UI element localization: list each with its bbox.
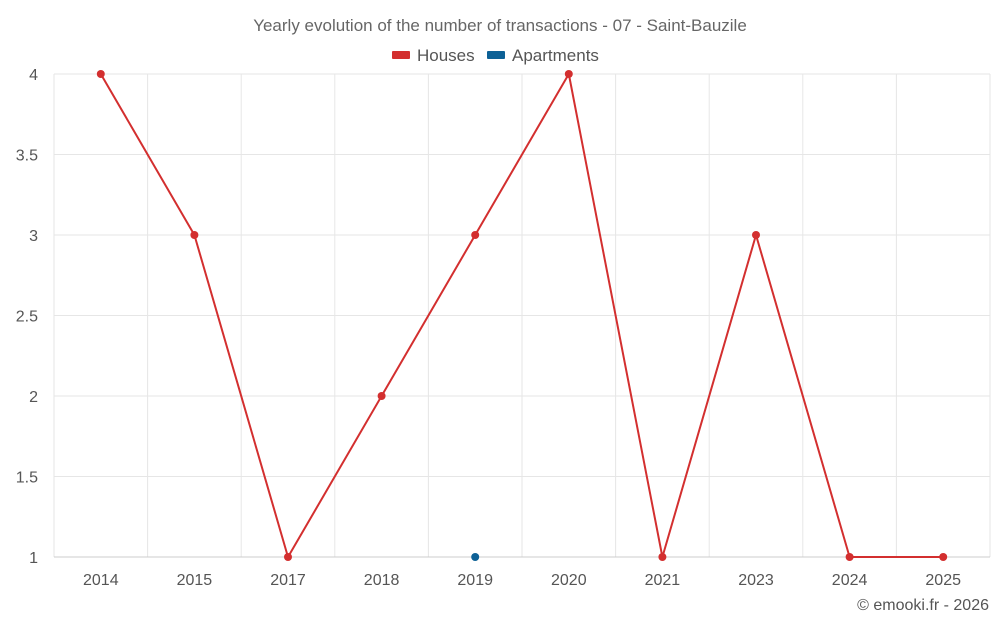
y-axis-tick-labels: 1 1.5 2 2.5 3 3.5 4 xyxy=(16,67,38,567)
x-tick-label: 2023 xyxy=(738,572,774,589)
x-tick-label: 2019 xyxy=(457,572,493,589)
legend-label-houses[interactable]: Houses xyxy=(417,46,475,65)
data-point-houses[interactable] xyxy=(658,553,667,561)
data-point-houses[interactable] xyxy=(96,70,105,78)
data-point-apartments[interactable] xyxy=(471,553,480,561)
x-tick-label: 2024 xyxy=(832,572,868,589)
x-tick-label: 2017 xyxy=(270,572,306,589)
x-tick-label: 2021 xyxy=(645,572,681,589)
data-point-houses[interactable] xyxy=(939,553,948,561)
x-tick-label: 2014 xyxy=(83,572,119,589)
series-line-houses xyxy=(99,73,944,558)
data-point-houses[interactable] xyxy=(190,231,199,239)
series-layer xyxy=(96,70,948,561)
legend-swatch-houses xyxy=(392,51,410,59)
x-tick-label: 2015 xyxy=(177,572,213,589)
series-houses xyxy=(96,70,948,561)
data-point-houses[interactable] xyxy=(471,231,480,239)
x-tick-label: 2020 xyxy=(551,572,587,589)
legend: Houses Apartments xyxy=(392,46,599,65)
chart-title: Yearly evolution of the number of transa… xyxy=(253,16,747,35)
x-tick-label: 2018 xyxy=(364,572,400,589)
data-point-houses[interactable] xyxy=(845,553,854,561)
x-axis-tick-labels: 2014 2015 2017 2018 2019 2020 2021 2023 2024 2025 xyxy=(83,572,961,589)
data-point-houses[interactable] xyxy=(564,70,573,78)
y-tick-label: 4 xyxy=(29,67,38,84)
series-apartments xyxy=(471,553,480,561)
legend-swatch-apartments xyxy=(487,51,505,59)
y-tick-label: 3.5 xyxy=(16,148,38,165)
data-point-houses[interactable] xyxy=(377,392,386,400)
credit-text: © emooki.fr - 2026 xyxy=(857,597,989,614)
y-tick-label: 2 xyxy=(29,389,38,406)
y-tick-label: 1.5 xyxy=(16,470,38,487)
y-tick-label: 1 xyxy=(29,550,38,567)
x-tick-label: 2025 xyxy=(925,572,961,589)
legend-label-apartments[interactable]: Apartments xyxy=(512,46,599,65)
data-point-houses[interactable] xyxy=(284,553,292,561)
y-tick-label: 3 xyxy=(29,228,38,245)
data-point-houses[interactable] xyxy=(752,231,760,239)
y-tick-label: 2.5 xyxy=(16,309,38,326)
